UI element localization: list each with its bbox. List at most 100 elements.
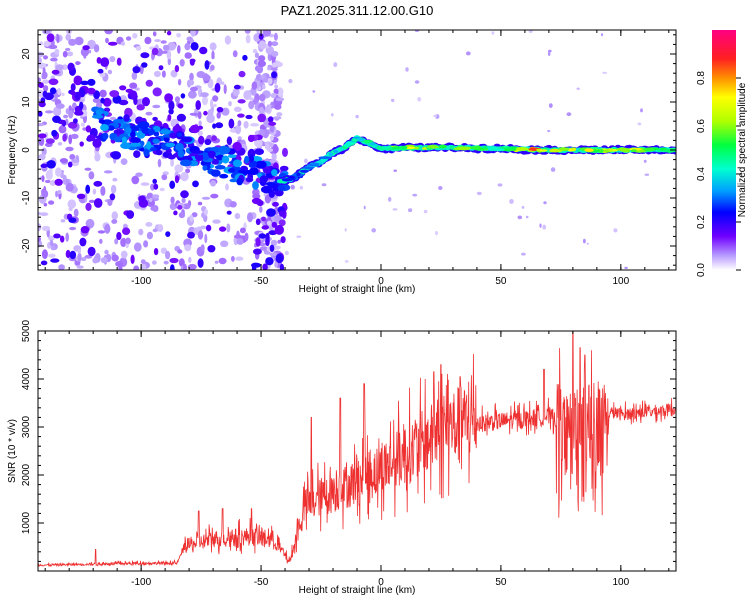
spectrogram-cell [261, 185, 273, 194]
spectrogram-cell [202, 95, 208, 106]
spectrogram-cell [233, 234, 243, 239]
spectrogram-cell [243, 121, 249, 129]
spectrogram-cell [616, 147, 630, 152]
spectrogram-cell [210, 193, 219, 199]
spectrogram-cell [226, 223, 231, 233]
spectrogram-cell [54, 48, 60, 55]
spectrogram-cell [566, 112, 572, 117]
spectrogram-cell [254, 160, 267, 169]
spectrogram-cell [247, 212, 253, 223]
spectrogram-cell [69, 154, 76, 160]
spectrogram-cell [435, 231, 438, 236]
y-tick-label: 0 [21, 147, 32, 153]
spectrogram-cell [426, 145, 440, 149]
spectrogram-cell [272, 143, 278, 154]
colorbar-gradient [712, 30, 736, 270]
spectrogram-cell [174, 164, 184, 173]
spectrogram-cell [243, 90, 252, 100]
spectrogram-cell [232, 50, 238, 58]
spectrogram-cell [268, 121, 277, 126]
spectrogram-cell [112, 177, 118, 182]
spectrogram-cell [132, 66, 141, 74]
spectrogram-cell [237, 99, 246, 104]
spectrogram-cell [236, 177, 243, 186]
spectrogram-cell [99, 238, 103, 244]
spectrogram-cell [133, 150, 141, 159]
spectrogram-cell [130, 254, 135, 264]
spectrogram-cell [131, 71, 138, 80]
spectrogram-cell [333, 149, 339, 153]
spectrogram-cell [92, 138, 102, 148]
spectrogram-cell [141, 128, 150, 134]
spectrogram-cell [351, 138, 358, 142]
spectrogram-cell [476, 191, 482, 196]
spectrogram-cell [59, 158, 68, 164]
spectrogram-cell [265, 257, 274, 266]
spectrogram-cell [237, 136, 242, 140]
spectrogram-cell [219, 226, 227, 232]
spectrogram-cell [111, 151, 122, 160]
spectrogram-cell [65, 249, 71, 259]
spectrogram-cell [48, 44, 58, 50]
spectrogram-cell [266, 73, 270, 79]
spectrogram-cell [118, 263, 123, 270]
spectrogram-cell [185, 168, 191, 174]
spectrogram-cell [88, 199, 95, 203]
spectrogram-cell [76, 193, 86, 199]
spectrogram-cell [41, 189, 49, 199]
spectrogram-cell [261, 225, 270, 230]
spectrogram-cell [189, 72, 194, 82]
spectrogram-cell [261, 216, 266, 222]
spectrogram-cell [76, 265, 84, 269]
spectrogram-cell [180, 93, 186, 99]
spectrogram-cell [371, 228, 377, 233]
x-tick-label: 100 [612, 577, 629, 588]
spectrogram-cell [271, 62, 278, 68]
spectrogram-cell [60, 235, 65, 243]
spectrogram-cell [236, 238, 244, 245]
spectrogram-cell [487, 146, 498, 150]
spectrogram-cell [138, 228, 144, 236]
spectrogram-cell [114, 136, 122, 143]
spectrogram-cell [43, 85, 49, 92]
spectrogram-cell [49, 87, 57, 95]
spectrogram-cell [210, 180, 217, 187]
spectrogram-cell [153, 70, 161, 78]
spectrogram-cell [177, 249, 183, 254]
spectrogram-cell [279, 210, 285, 217]
spectrogram-cell [235, 124, 242, 135]
y-tick-label: -20 [21, 238, 32, 253]
spectrogram-cell [414, 80, 420, 84]
colorbar-tick-label: 0.0 [696, 263, 707, 277]
spectrogram-cell [232, 159, 242, 168]
spectrogram-cell [119, 85, 127, 91]
spectrogram-cell [141, 62, 148, 68]
spectrogram-cell [40, 163, 48, 168]
spectrogram-cell [175, 142, 184, 152]
spectrogram-cell [174, 96, 181, 103]
spectrogram-cell [220, 240, 229, 248]
spectrogram-cell [135, 172, 143, 177]
spectrogram-cell [42, 30, 51, 35]
spectrogram-cell [164, 93, 174, 103]
spectrogram-cell [55, 167, 62, 177]
spectrogram-cell [86, 134, 96, 142]
spectrogram-cell [252, 193, 261, 199]
spectrogram-cell [107, 199, 113, 206]
spectrogram-cell [288, 78, 293, 84]
spectrogram-cell [255, 218, 261, 226]
spectrogram-cell [178, 258, 185, 267]
spectrogram-cell [613, 228, 618, 233]
spectrogram-cell [160, 247, 168, 254]
spectrogram-cell [66, 51, 74, 57]
colorbar-tick-label: 0.6 [696, 119, 707, 133]
spectrogram-cell [161, 70, 166, 78]
spectrogram-cell [152, 228, 158, 233]
spectrogram-y-label: Frequency (Hz) [7, 116, 18, 185]
spectrogram-cell [215, 122, 224, 129]
spectrogram-cell [51, 129, 58, 137]
spectrogram-cell [135, 46, 142, 51]
spectrogram-cell [558, 147, 570, 152]
spectrogram-cell [214, 82, 221, 93]
